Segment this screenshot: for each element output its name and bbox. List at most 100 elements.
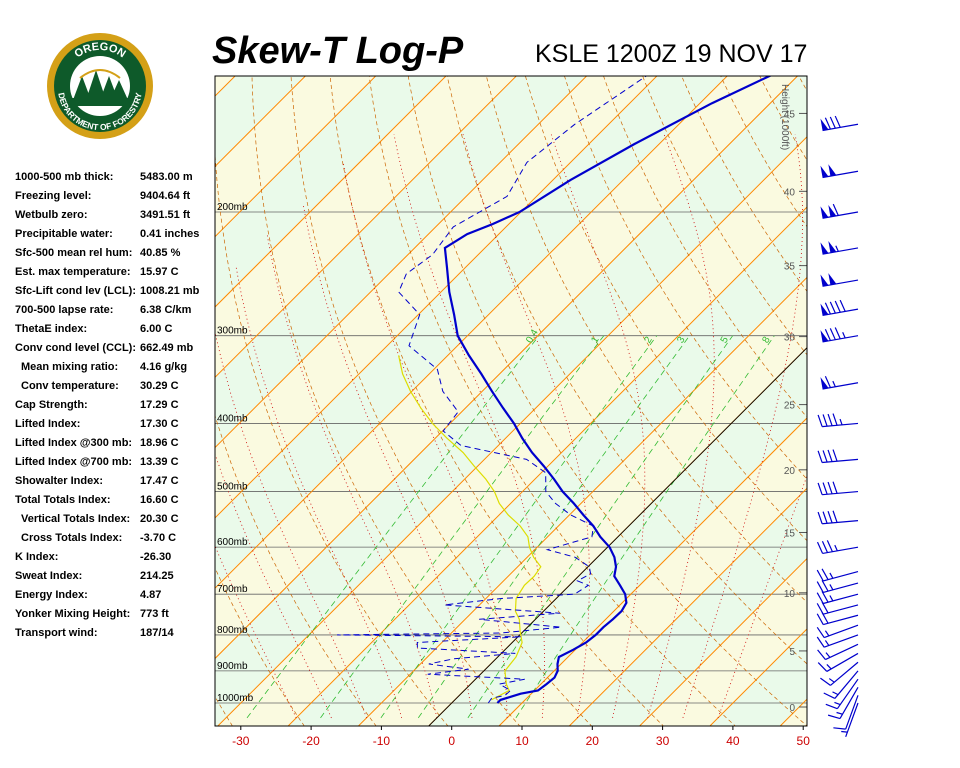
wind-barb: [817, 413, 859, 428]
barb-half-feather: [834, 701, 841, 706]
isotherm-line: [215, 76, 518, 379]
wind-barb: [817, 449, 859, 464]
barb-feather: [834, 300, 841, 313]
barb-half-feather: [832, 691, 839, 696]
pressure-label: 300mb: [217, 326, 248, 337]
stat-value: 6.38 C/km: [140, 304, 192, 316]
barb-staff: [823, 570, 859, 582]
barb-staff: [822, 247, 859, 255]
barb-feather: [827, 413, 833, 426]
stat-row: Lifted Index: 17.30 C: [15, 415, 215, 434]
pressure-label: 200mb: [217, 202, 248, 213]
barb-half-feather: [839, 418, 843, 426]
barb-half-feather: [836, 711, 843, 715]
barb-staff: [845, 695, 859, 730]
wind-barb: [820, 327, 859, 343]
barb-staff: [823, 634, 859, 648]
stat-label: Transport wind:: [15, 627, 98, 639]
pressure-label: 600mb: [217, 537, 248, 548]
dry-adiabat: [329, 76, 664, 726]
isotherm-line: [215, 76, 728, 589]
mixing-ratio-line: [380, 335, 658, 719]
temperature-axis: -30 -20 -10 0 10 20 30 40 50: [232, 726, 810, 748]
temperature-tick-label: -10: [373, 734, 391, 748]
wind-barb: [823, 670, 859, 699]
stat-value: 4.87: [140, 589, 162, 601]
parcel-path-line: [398, 355, 542, 701]
dewpoint-line: [336, 76, 648, 704]
isotherm-line: [217, 136, 807, 726]
stat-label: Precipitable water:: [15, 228, 113, 240]
isotherm-line: [934, 0, 960, 768]
barb-feather: [822, 482, 828, 495]
temperature-tick-label: 10: [515, 734, 529, 748]
stat-value: 17.29 C: [140, 399, 179, 411]
barb-feather: [839, 299, 846, 312]
barb-pennant: [828, 205, 837, 217]
height-tick-label: 10: [784, 589, 796, 600]
chart-title: Skew-T Log-P: [212, 30, 464, 72]
barb-staff: [822, 382, 859, 390]
wind-barb: [816, 568, 859, 582]
height-tick-label: 40: [784, 187, 796, 198]
station-time-label: KSLE 1200Z 19 NOV 17: [535, 40, 808, 68]
height-tick-label: 15: [784, 528, 796, 539]
mixing-ratio-line: [515, 335, 775, 719]
stat-row: 700-500 lapse rate: 6.38 C/km: [15, 301, 215, 320]
barb-feather: [834, 115, 841, 128]
dry-adiabat: [890, 0, 960, 732]
barb-staff: [823, 593, 859, 605]
stat-row: Wetbulb zero: 3491.51 ft: [15, 206, 215, 225]
stat-label: ThetaE index:: [15, 323, 88, 335]
stat-label: Mean mixing ratio:: [21, 361, 119, 373]
barb-feather: [816, 626, 825, 638]
barb-pennant: [820, 330, 829, 342]
wind-barb: [820, 240, 859, 255]
stat-label: Freezing level:: [15, 190, 92, 202]
stat-row: Transport wind: 187/14: [15, 624, 215, 643]
barb-feather: [823, 692, 836, 699]
barb-feather: [827, 481, 833, 494]
barb-feather: [821, 568, 829, 580]
dry-adiabat: [215, 695, 233, 726]
stat-value: 17.47 C: [140, 475, 179, 487]
stat-row: Conv cond level (CCL): 662.49 mb: [15, 339, 215, 358]
barb-staff: [830, 661, 859, 686]
wind-barbs: [816, 90, 859, 740]
stat-value: -3.70 C: [140, 532, 177, 544]
temperature-tick-label: -20: [302, 734, 320, 748]
moist-adiabats: [215, 134, 807, 719]
stat-value: 13.39 C: [140, 456, 179, 468]
wind-barb: [817, 652, 859, 672]
mixing-ratio-label: 1: [589, 335, 602, 346]
dry-adiabat: [603, 76, 807, 418]
barb-pennant: [820, 118, 829, 131]
barb-half-feather: [829, 584, 834, 591]
barb-feather: [822, 511, 828, 524]
stat-value: 30.29 C: [140, 380, 179, 392]
stat-label: Wetbulb zero:: [15, 209, 88, 221]
pressure-label: 700mb: [217, 584, 248, 595]
barb-feather: [816, 613, 824, 625]
barb-staff: [823, 582, 859, 593]
stat-value: 773 ft: [140, 608, 169, 620]
height-axis-title: Height (1000ft): [779, 84, 790, 150]
dry-adiabat: [368, 76, 736, 726]
moist-adiabat: [302, 204, 473, 718]
stat-label: Conv cond level (CCL):: [15, 342, 137, 354]
dry-adiabat: [926, 0, 960, 732]
barb-pennant: [828, 240, 837, 253]
stat-label: Lifted Index @300 mb:: [15, 437, 133, 449]
barb-staff: [822, 490, 859, 496]
dry-adiabat: [784, 0, 960, 732]
stat-value: 6.00 C: [140, 323, 173, 335]
stat-value: 214.25: [140, 570, 174, 582]
mixing-ratio-label: 8: [760, 335, 773, 346]
barb-pennant: [828, 273, 837, 285]
temperature-tick-label: 20: [586, 734, 600, 748]
barb-feather: [817, 662, 828, 672]
isotherm-band: [934, 0, 960, 768]
barb-feather: [832, 203, 839, 216]
stat-row: Yonker Mixing Height: 773 ft: [15, 605, 215, 624]
temperature-tick-label: 0: [448, 734, 455, 748]
